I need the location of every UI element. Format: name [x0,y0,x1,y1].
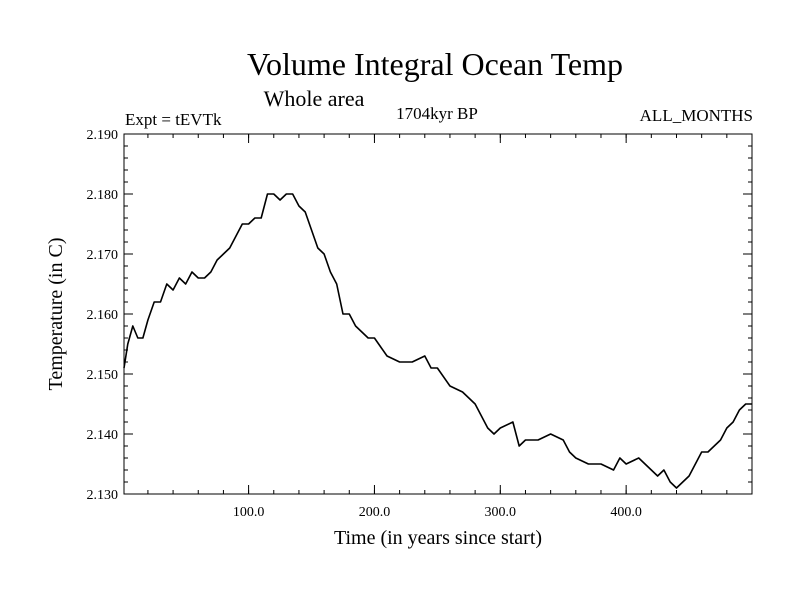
months-label: ALL_MONTHS [640,106,753,125]
chart-title: Volume Integral Ocean Temp [247,46,623,82]
y-tick-label: 2.160 [87,308,119,323]
x-tick-label: 300.0 [485,505,517,520]
series-line [123,193,752,489]
y-tick-label: 2.170 [87,248,119,263]
expt-label: Expt = tEVTk [125,110,222,129]
x-tick-label: 100.0 [233,505,265,520]
y-tick-label: 2.190 [87,128,119,143]
y-tick-label: 2.180 [87,188,119,203]
y-tick-label: 2.130 [87,488,119,503]
chart-subtitle: Whole area [264,86,365,111]
y-axis-label: Temperature (in C) [45,238,67,391]
x-axis-label: Time (in years since start) [334,527,542,549]
y-tick-label: 2.150 [87,368,119,383]
x-tick-label: 200.0 [359,505,391,520]
x-tick-label: 400.0 [610,505,642,520]
y-tick-label: 2.140 [87,428,119,443]
period-label: 1704kyr BP [396,104,478,123]
plot-frame [123,133,753,495]
